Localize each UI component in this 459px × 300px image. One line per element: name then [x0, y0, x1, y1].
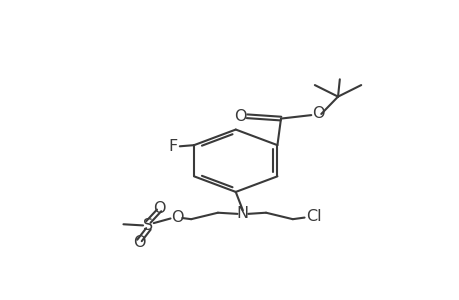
Text: O: O — [170, 210, 183, 225]
Text: F: F — [168, 140, 178, 154]
Text: Cl: Cl — [306, 209, 321, 224]
Text: O: O — [234, 109, 246, 124]
Text: O: O — [152, 201, 165, 216]
Text: S: S — [143, 218, 153, 233]
Text: O: O — [133, 235, 146, 250]
Text: O: O — [312, 106, 324, 122]
Text: N: N — [236, 206, 248, 221]
